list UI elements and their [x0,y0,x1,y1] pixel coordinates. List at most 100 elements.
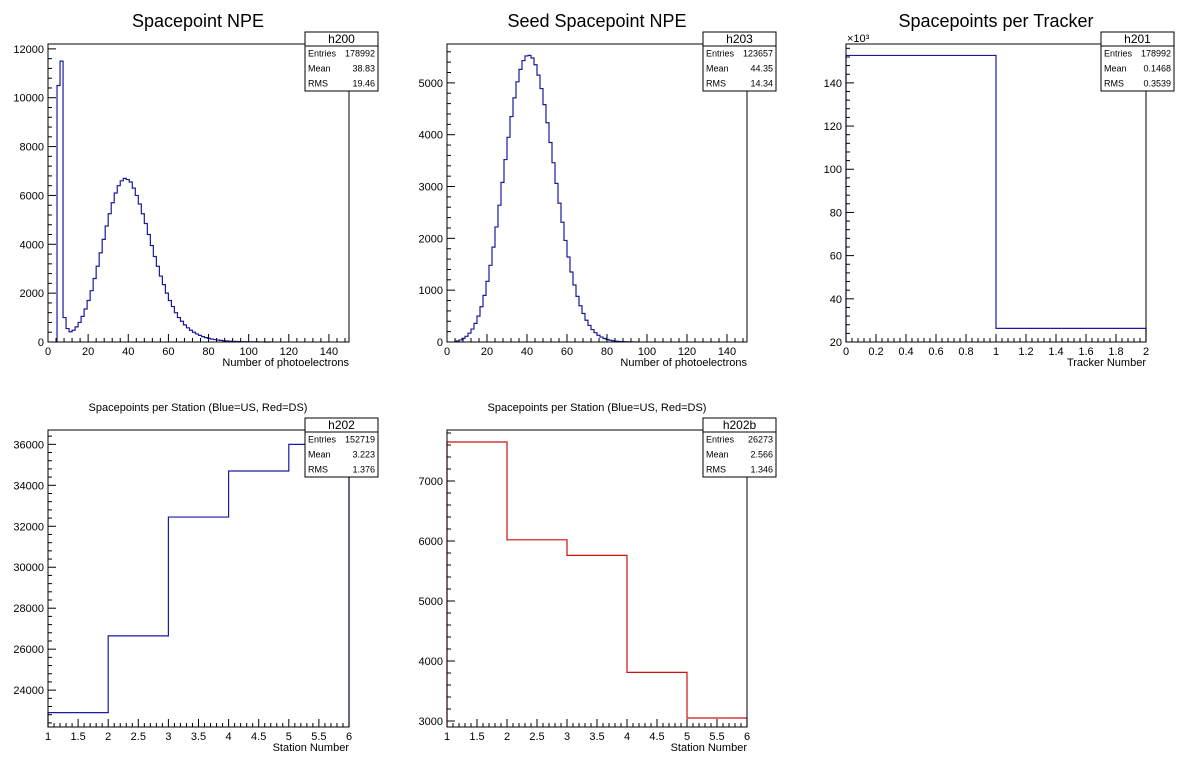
x-tick-label: 100 [638,346,656,358]
y-tick-label: 12000 [13,44,44,56]
stats-value: 38.83 [352,64,375,74]
y-tick-label: 80 [830,207,842,219]
y-tick-label: 120 [824,121,842,133]
x-tick-label: 1.8 [1108,346,1123,358]
y-tick-label: 32000 [13,521,44,533]
plot-frame [47,43,350,343]
stats-value: 19.46 [352,79,375,89]
x-tick-label: 80 [202,346,214,358]
x-tick-label: 140 [718,346,736,358]
stats-value: 26273 [748,435,773,445]
x-tick-label: 1.2 [1018,346,1033,358]
x-tick-label: 2.5 [529,731,544,743]
stats-label: RMS [706,465,726,475]
plot-frame [446,43,748,343]
x-tick-label: 120 [280,346,298,358]
chart-h203: Seed Spacepoint NPE 0 20 40 60 80 100 120 140 0 10… [419,11,777,369]
x-tick-label: 140 [320,346,338,358]
stats-box: h203 Entries 123657 Mean 44.35 RMS 14.34 [702,31,777,92]
chart-title: Spacepoints per Tracker [898,11,1093,31]
stats-label: RMS [706,79,726,89]
stats-label: Mean [308,450,331,460]
x-tick-label: 100 [239,346,257,358]
x-tick-label: 1 [993,346,999,358]
stats-label: RMS [308,465,328,475]
chart-h201: Spacepoints per Tracker 0 0.2 0.4 0.6 0.8 1 1.2… [824,11,1175,369]
x-tick-label: 5 [684,731,690,743]
x-tick-label: 0.6 [928,346,943,358]
x-tick-label: 3 [165,731,171,743]
histogram-line [56,60,272,343]
stats-value: 3.223 [352,450,375,460]
histogram-line [47,443,350,727]
chart-title: Spacepoints per Station (Blue=US, Red=DS… [488,402,707,414]
y-tick-label: 1000 [419,285,443,297]
stats-box: h202b Entries 26273 Mean 2.566 RMS 1.346 [702,417,777,478]
y-tick-label: 100 [824,164,842,176]
stats-value: 44.35 [750,64,773,74]
stats-value: 2.566 [750,450,773,460]
stats-label: Entries [706,435,735,445]
x-tick-label: 1.4 [1048,346,1063,358]
x-tick-label: 20 [82,346,94,358]
y-tick-label: 24000 [13,685,44,697]
histogram-line [446,441,748,727]
x-tick-label: 0.8 [958,346,973,358]
stats-value: 0.3539 [1143,79,1171,89]
y-tick-label: 0 [437,337,443,349]
x-tick-label: 3.5 [589,731,604,743]
chart-h200: Spacepoint NPE 0 20 40 60 80 100 120 140 0 2000 400… [13,11,379,369]
stats-label: Entries [706,49,735,59]
x-tick-label: 120 [678,346,696,358]
y-tick-label: 34000 [13,480,44,492]
plot-frame [47,429,350,728]
x-tick-label: 4.5 [649,731,664,743]
stats-value: 178992 [345,49,375,59]
stats-value: 1.346 [750,465,773,475]
x-tick-label: 1 [45,731,51,743]
x-tick-label: 2 [1143,346,1149,358]
x-tick-label: 5.5 [311,731,326,743]
stats-value: 178992 [1141,49,1171,59]
x-tick-label: 2.5 [131,731,146,743]
x-tick-label: 40 [122,346,134,358]
x-tick-label: 0.2 [868,346,883,358]
stats-label: Mean [706,450,729,460]
y-tick-label: 4000 [20,239,44,251]
x-tick-label: 4 [226,731,232,743]
x-tick-label: 5 [286,731,292,743]
y-tick-label: 3000 [419,182,443,194]
y-tick-label: 7000 [419,476,443,488]
stats-label: Mean [1104,64,1127,74]
stats-name: h201 [1124,32,1151,46]
y-tick-label: 4000 [419,656,443,668]
x-tick-label: 1 [444,731,450,743]
x-tick-label: 2 [105,731,111,743]
stats-name: h202 [328,418,355,432]
stats-label: RMS [308,79,328,89]
x-tick-label: 0 [45,346,51,358]
x-tick-label: 6 [744,731,750,743]
chart-title: Spacepoint NPE [132,11,264,31]
stats-value: 14.34 [750,79,773,89]
stats-value: 123657 [743,49,773,59]
x-tick-label: 60 [162,346,174,358]
x-tick-label: 20 [481,346,493,358]
x-tick-label: 80 [601,346,613,358]
x-tick-label: 1.5 [70,731,85,743]
chart-title: Spacepoints per Station (Blue=US, Red=DS… [89,402,308,414]
y-tick-label: 5000 [419,78,443,90]
x-tick-label: 4.5 [251,731,266,743]
stats-value: 152719 [345,435,375,445]
x-tick-label: 40 [521,346,533,358]
y-tick-label: 6000 [419,536,443,548]
x-axis-title: Number of photoelectrons [222,357,349,369]
x-tick-label: 1.5 [469,731,484,743]
stats-label: Entries [308,49,337,59]
histogram-line [845,54,1147,342]
x-tick-label: 60 [561,346,573,358]
y-tick-label: 60 [830,251,842,263]
stats-name: h203 [726,32,753,46]
chart-h202b: Spacepoints per Station (Blue=US, Red=DS… [419,402,777,754]
